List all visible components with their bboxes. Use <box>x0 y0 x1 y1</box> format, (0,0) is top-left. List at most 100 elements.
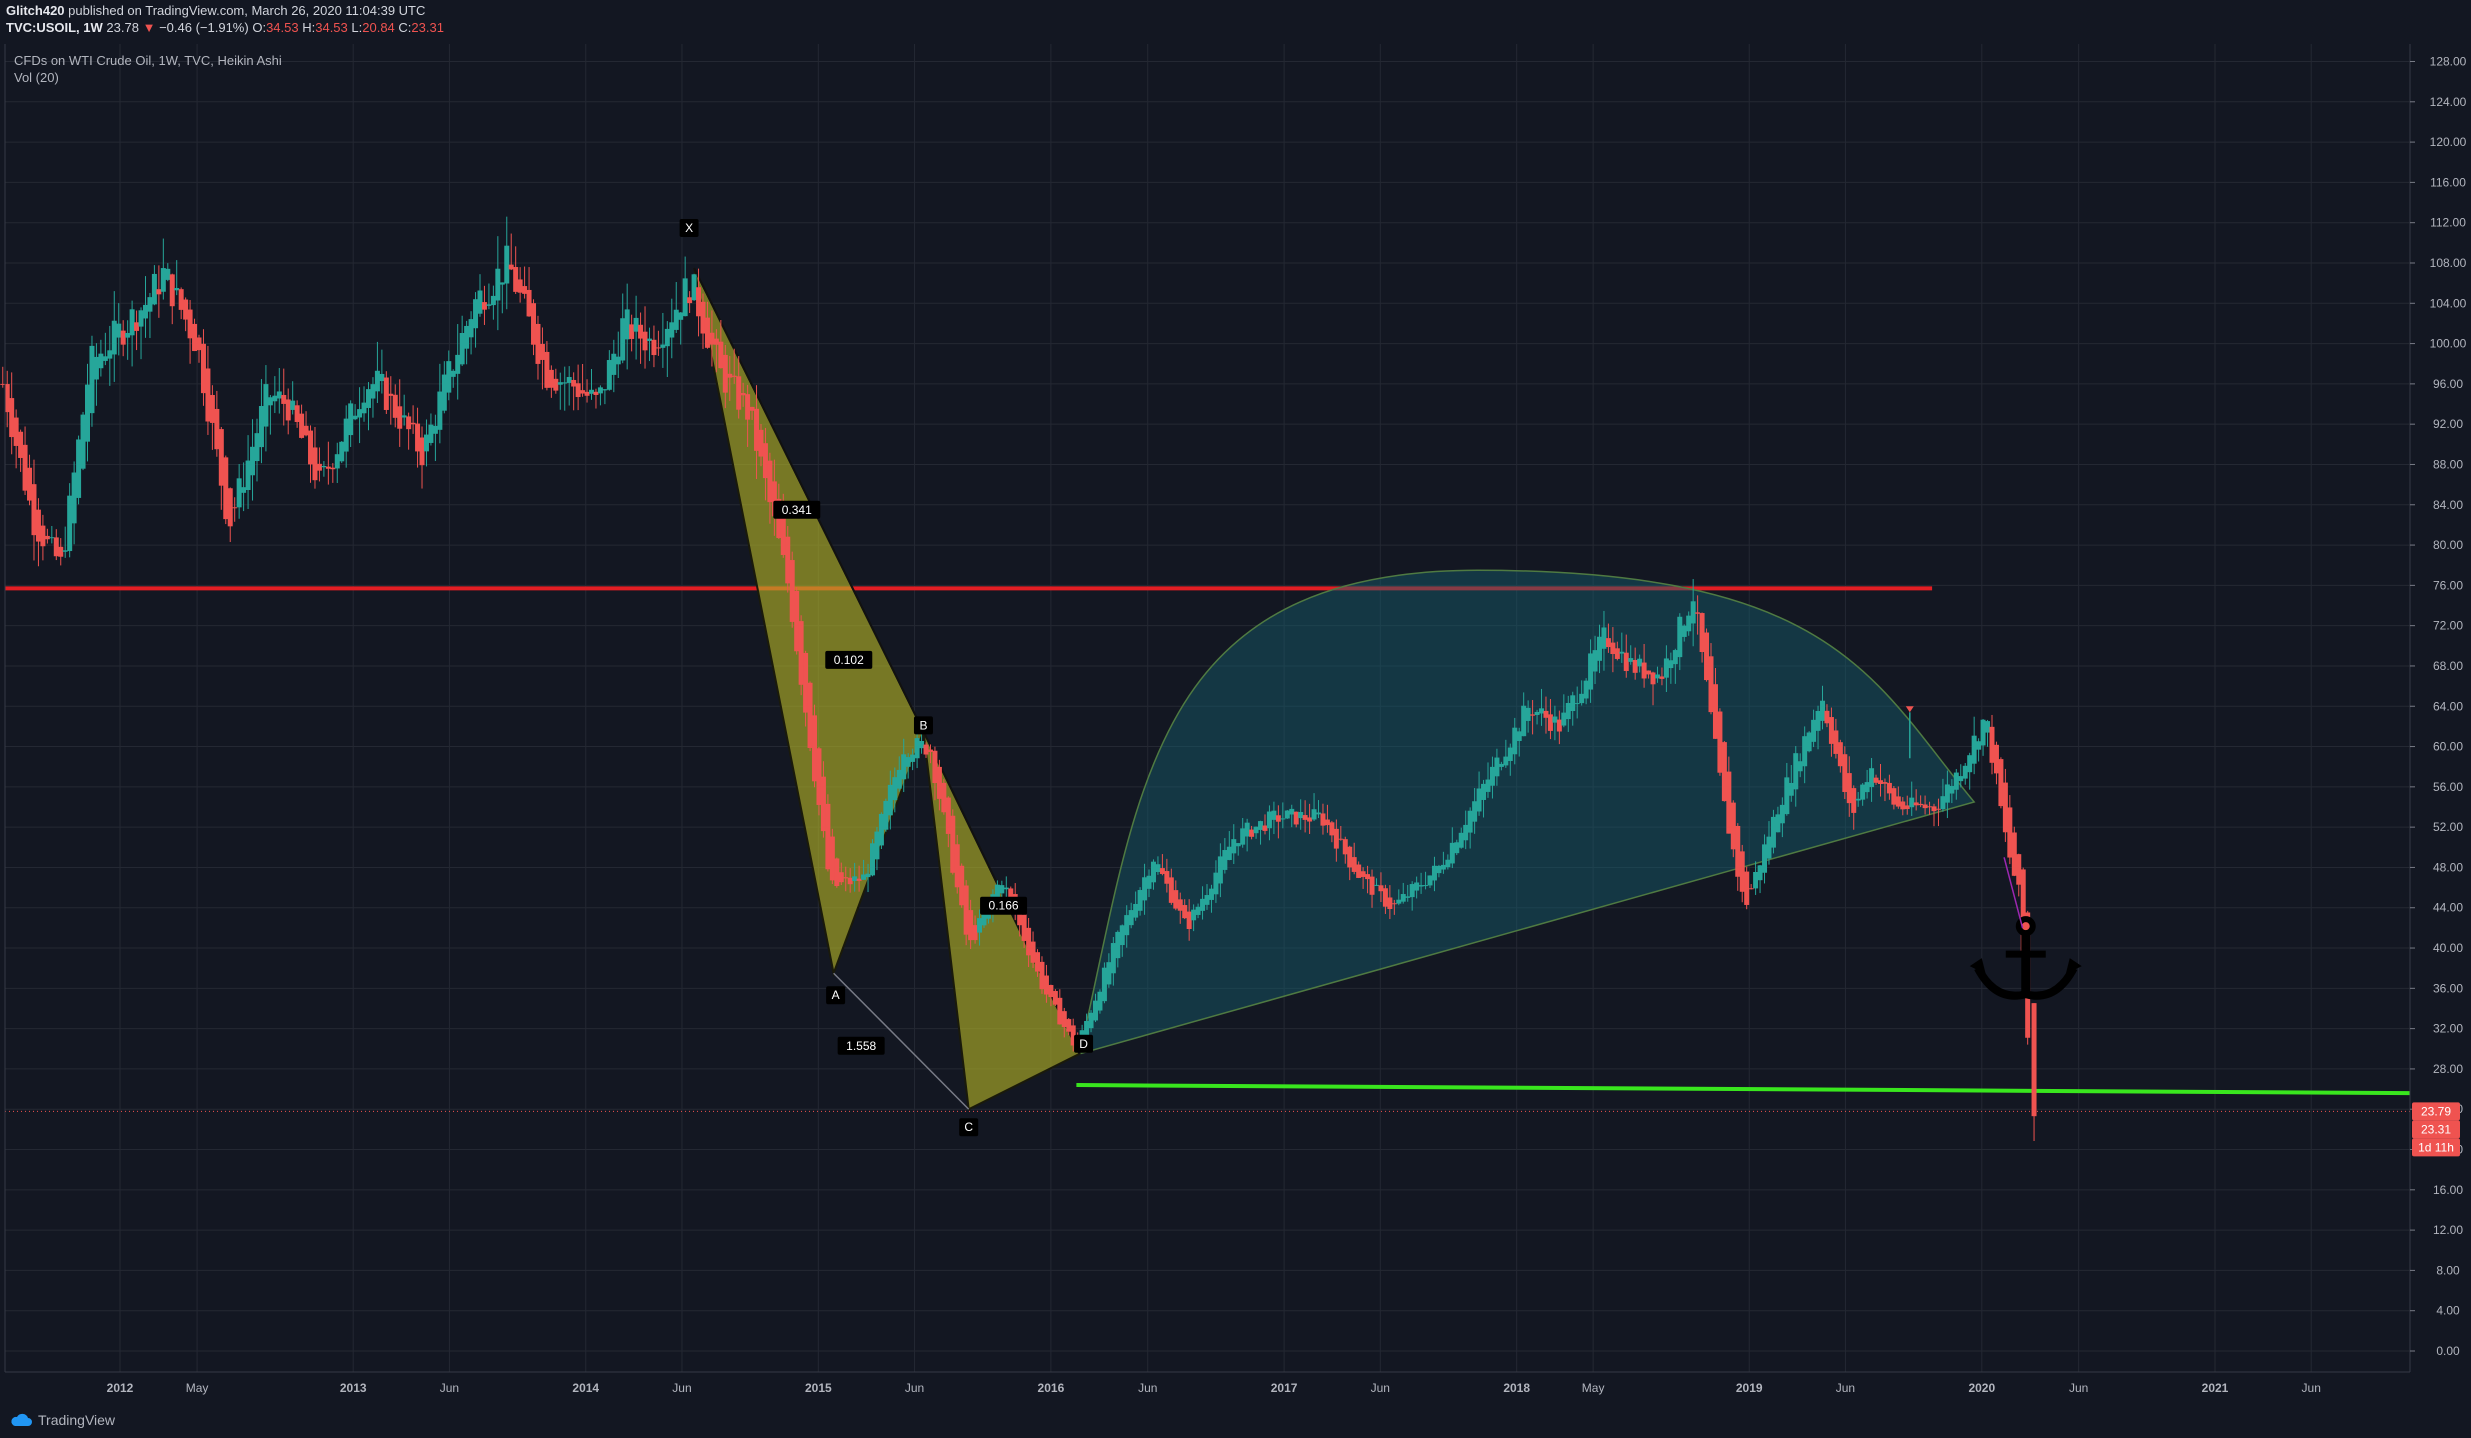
point-a-label-text: A <box>832 988 840 1002</box>
candle <box>1356 861 1362 879</box>
volume-indicator-label[interactable]: Vol (20) <box>14 70 59 85</box>
candle-body <box>1458 832 1464 848</box>
candle <box>1690 579 1696 647</box>
candle-body <box>0 383 6 385</box>
candle-body <box>1186 911 1192 930</box>
candle-body <box>1815 710 1821 731</box>
candle-body <box>1128 910 1134 926</box>
candle-body <box>1061 1011 1067 1028</box>
candle-body <box>209 394 215 423</box>
high-value: 34.53 <box>315 20 348 35</box>
last-price: 23.78 <box>106 20 139 35</box>
candle-body <box>1409 884 1415 898</box>
candle <box>1873 774 1879 785</box>
candle-body <box>1373 884 1379 886</box>
candle <box>67 483 73 558</box>
candle <box>1516 727 1522 757</box>
candle <box>111 291 117 382</box>
candle-body <box>682 278 688 317</box>
candle <box>562 366 568 411</box>
time-axis: 2012 May 2013 Jun 2014 Jun 2015 Jun 2016 Jun 2017 J… <box>0 44 2471 1404</box>
candle-body <box>1944 784 1950 803</box>
candle <box>1547 699 1553 740</box>
candle <box>1489 756 1495 799</box>
time-tick-label: Jun <box>672 1381 691 1395</box>
candle-body <box>1811 719 1817 742</box>
candle-body <box>1726 771 1732 834</box>
candle <box>499 282 505 314</box>
candle-body <box>1400 894 1406 902</box>
candle-body <box>1485 779 1491 792</box>
candle-body <box>1240 828 1246 845</box>
candle-body <box>892 777 898 801</box>
candle <box>486 283 492 310</box>
candle-body <box>432 425 438 434</box>
candle-body <box>13 417 19 446</box>
candle <box>1494 748 1500 786</box>
candle <box>1851 785 1857 830</box>
anchor-fluke-left <box>1969 958 1986 975</box>
symbol-label[interactable]: TVC:USOIL, 1W <box>6 20 103 35</box>
candle-body <box>1985 721 1991 733</box>
candle-body <box>1739 851 1745 892</box>
candle-body <box>1547 714 1553 731</box>
candle <box>1802 726 1808 784</box>
point-a-label-bg <box>826 986 846 1005</box>
candle-body <box>1440 864 1446 870</box>
candle-body <box>1133 903 1139 918</box>
candle <box>1146 869 1152 898</box>
candle-body <box>1298 812 1304 819</box>
candle <box>803 650 809 727</box>
candle <box>856 865 862 892</box>
candle <box>258 379 264 464</box>
price-tick-label: 52.00 <box>2433 820 2463 834</box>
time-tick-label: 2016 <box>1038 1381 1065 1395</box>
candle-body <box>1521 705 1527 737</box>
candle <box>357 387 363 444</box>
footer-brand[interactable]: TradingView <box>10 1412 115 1428</box>
candle-body <box>1565 702 1571 720</box>
chart-legend-title[interactable]: CFDs on WTI Crude Oil, 1W, TVC, Heikin A… <box>14 53 282 68</box>
candle-body <box>1093 1000 1099 1021</box>
candle <box>1820 685 1826 730</box>
candle <box>1133 891 1139 921</box>
candle-body <box>272 395 278 402</box>
candle-body <box>1351 857 1357 872</box>
candle <box>27 454 33 506</box>
candle <box>93 343 99 406</box>
candle-body <box>1851 788 1857 813</box>
candle <box>1953 769 1959 800</box>
candle <box>767 452 773 524</box>
author-name[interactable]: Glitch420 <box>6 3 65 18</box>
candle-body <box>1806 732 1812 752</box>
price-axis: 128.00 124.00 120.00 116.00 112.00 108.00 104.… <box>2409 44 2471 1372</box>
candle-body <box>646 338 652 342</box>
candle <box>1641 643 1647 688</box>
candle-body <box>102 356 108 361</box>
candle-body <box>856 878 862 881</box>
candle-body <box>1244 822 1250 837</box>
candle <box>526 267 532 317</box>
candle <box>397 379 403 447</box>
candle <box>1298 799 1304 830</box>
candle-body <box>53 537 59 557</box>
candle-body <box>1177 899 1183 911</box>
candle-body <box>807 682 813 748</box>
candle-body <box>557 382 563 385</box>
time-tick-label: Jun <box>1138 1381 1157 1395</box>
candle <box>1454 839 1460 856</box>
candle-body <box>178 289 184 310</box>
candle <box>406 412 412 450</box>
ratio-xad: 1.558 <box>837 1036 885 1055</box>
point-d-label-text: D <box>1079 1037 1088 1051</box>
ratio-bcd-text: 0.166 <box>989 899 1019 913</box>
candle <box>1561 694 1567 728</box>
candle-body <box>1900 801 1906 810</box>
candle <box>642 306 648 369</box>
candle-body <box>1579 693 1585 704</box>
candle-body <box>887 784 893 816</box>
candle-body <box>1382 888 1388 907</box>
candle <box>1806 731 1812 753</box>
point-d-label: D <box>1074 1034 1094 1053</box>
